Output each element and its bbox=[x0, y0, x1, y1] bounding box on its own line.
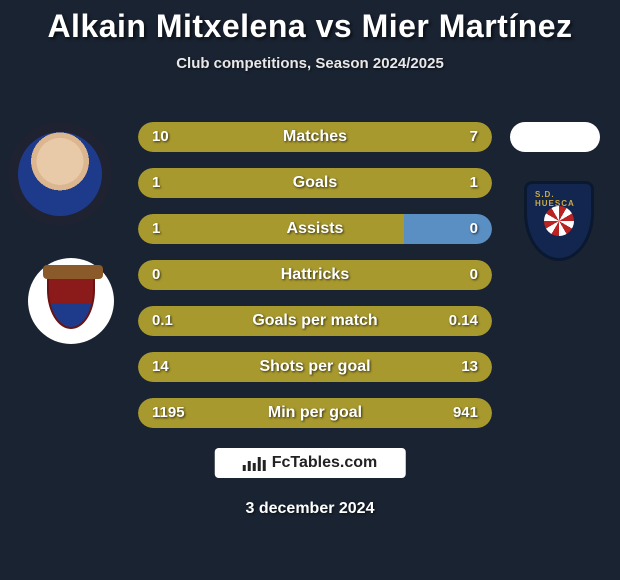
stat-label: Goals per match bbox=[138, 306, 492, 336]
date-label: 3 december 2024 bbox=[0, 500, 620, 518]
shield-icon bbox=[47, 273, 95, 329]
stat-label: Hattricks bbox=[138, 260, 492, 290]
player-right-avatar bbox=[510, 122, 600, 152]
stat-row: 0.10.14Goals per match bbox=[138, 306, 492, 336]
comparison-chart: 107Matches 11Goals 10Assists 00Hattricks 0.1… bbox=[138, 122, 492, 444]
shield-icon: S.D. HUESCA bbox=[524, 181, 594, 261]
stat-row: 1195941Min per goal bbox=[138, 398, 492, 428]
stat-label: Min per goal bbox=[138, 398, 492, 428]
player-face-icon bbox=[18, 132, 102, 216]
stat-row: 107Matches bbox=[138, 122, 492, 152]
brand-logo: FcTables.com bbox=[215, 448, 406, 478]
player-left-avatar bbox=[8, 122, 112, 226]
brand-text: FcTables.com bbox=[272, 454, 378, 472]
stat-label: Goals bbox=[138, 168, 492, 198]
stat-row: 10Assists bbox=[138, 214, 492, 244]
subtitle: Club competitions, Season 2024/2025 bbox=[0, 55, 620, 72]
stat-label: Shots per goal bbox=[138, 352, 492, 382]
club-left-badge bbox=[28, 258, 114, 344]
page-title: Alkain Mitxelena vs Mier Martínez bbox=[0, 0, 620, 45]
bars-icon bbox=[243, 455, 266, 471]
stat-row: 11Goals bbox=[138, 168, 492, 198]
stat-label: Matches bbox=[138, 122, 492, 152]
stat-row: 00Hattricks bbox=[138, 260, 492, 290]
stat-row: 1413Shots per goal bbox=[138, 352, 492, 382]
club-right-badge: S.D. HUESCA bbox=[514, 176, 604, 266]
stat-label: Assists bbox=[138, 214, 492, 244]
